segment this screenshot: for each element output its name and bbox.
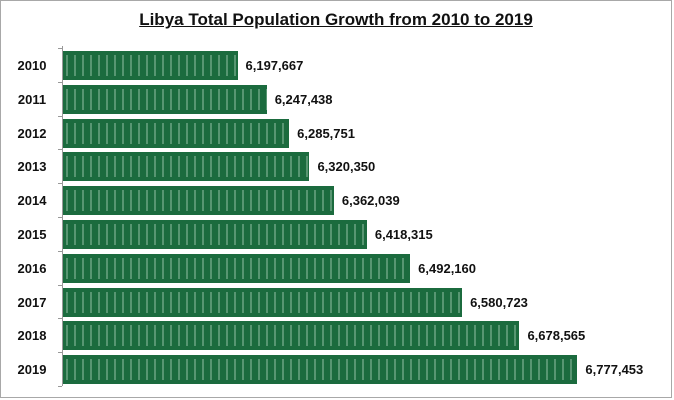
chart-title-text: Libya Total Population Growth from 2010 … — [139, 10, 533, 29]
axis-tick — [58, 183, 62, 185]
data-label: 6,580,723 — [470, 294, 528, 310]
data-label: 6,362,039 — [341, 193, 400, 209]
category-label: 2013 — [17, 159, 47, 175]
bar-2014 — [63, 186, 334, 216]
bar-2015 — [63, 220, 367, 249]
category-label: 2010 — [17, 58, 47, 73]
category-label: 2016 — [17, 260, 47, 276]
bar-2012 — [63, 118, 290, 148]
data-label: 6,678,565 — [527, 328, 586, 344]
bar-2013 — [63, 152, 310, 182]
bar-2011 — [63, 84, 267, 114]
axis-tick — [58, 318, 62, 320]
data-label: 6,285,751 — [297, 125, 355, 141]
category-label: 2014 — [17, 193, 47, 209]
bar-2017 — [63, 287, 463, 317]
bar-2010 — [63, 51, 238, 80]
axis-tick — [58, 217, 62, 218]
data-label: 6,777,453 — [585, 362, 644, 378]
category-label: 2019 — [17, 362, 47, 378]
y-axis-line — [62, 46, 63, 386]
bar-2019 — [63, 355, 578, 385]
data-label: 6,197,667 — [245, 58, 304, 73]
axis-tick — [58, 386, 62, 387]
axis-tick — [58, 284, 62, 286]
category-label: 2012 — [17, 125, 47, 141]
category-label: 2011 — [17, 91, 47, 107]
data-label: 6,247,438 — [274, 91, 333, 107]
data-label: 6,492,160 — [418, 260, 476, 276]
axis-tick — [58, 352, 62, 354]
axis-tick — [58, 115, 62, 117]
axis-tick — [58, 149, 62, 151]
axis-tick — [58, 81, 62, 83]
chart-title: Libya Total Population Growth from 2010 … — [1, 10, 671, 30]
data-label: 6,418,315 — [374, 227, 433, 242]
data-label: 6,320,350 — [317, 159, 376, 175]
category-label: 2017 — [17, 294, 47, 310]
bar-2016 — [63, 253, 411, 283]
axis-tick — [58, 250, 62, 252]
category-label: 2018 — [17, 328, 47, 344]
axis-tick — [58, 48, 62, 49]
bar-2018 — [63, 321, 520, 351]
category-label: 2015 — [17, 227, 47, 242]
